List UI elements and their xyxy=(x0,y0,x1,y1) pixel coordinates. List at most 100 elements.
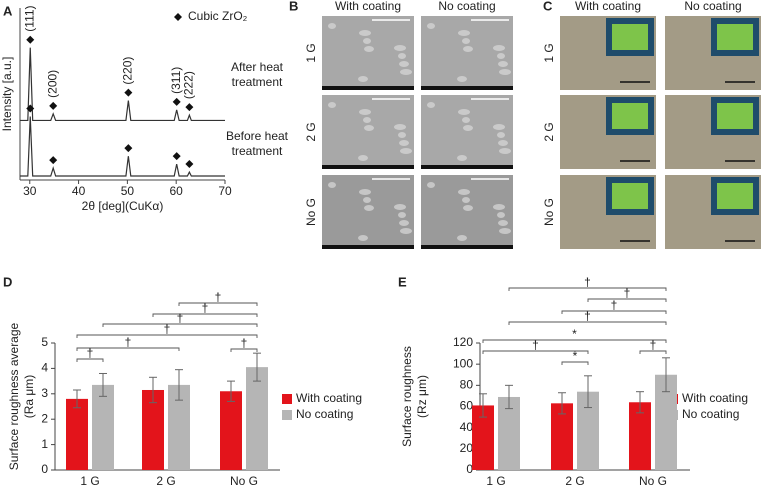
significance-bracket xyxy=(482,339,667,343)
surface-feature xyxy=(457,155,467,161)
significance-label: * xyxy=(573,349,578,363)
peak-marker xyxy=(172,97,181,106)
sem-image xyxy=(421,16,513,90)
x-tick-label: No G xyxy=(639,474,667,488)
significance-label: † xyxy=(624,286,631,300)
peak-marker xyxy=(49,156,58,165)
significance-label: † xyxy=(177,311,184,325)
peak-marker xyxy=(172,152,181,161)
y-axis-label: Surface roughness average xyxy=(7,322,21,470)
y-tick-label: 100 xyxy=(453,356,473,370)
peak-label: (220) xyxy=(121,57,135,85)
significance-label: † xyxy=(215,290,222,304)
x-tick-label: No G xyxy=(230,474,258,488)
significance-bracket xyxy=(561,310,667,314)
surface-feature xyxy=(458,30,470,36)
surface-feature xyxy=(328,102,336,108)
significance-label: * xyxy=(572,327,577,341)
significance-bracket xyxy=(561,361,589,365)
surface-feature xyxy=(498,61,508,67)
bar xyxy=(551,403,573,470)
surface-feature xyxy=(364,125,374,131)
surface-feature xyxy=(359,30,371,36)
surface-feature xyxy=(363,117,371,123)
surface-feature xyxy=(493,45,505,51)
significance-bracket xyxy=(508,321,667,325)
panel-letter: D xyxy=(3,274,12,289)
significance-bracket xyxy=(482,350,589,354)
series-label: treatment xyxy=(232,75,283,89)
surface-feature xyxy=(363,197,371,203)
series-label: treatment xyxy=(232,144,283,158)
inset-map xyxy=(717,103,753,129)
significance-bracket xyxy=(152,313,258,317)
significance-label: † xyxy=(611,298,618,312)
inset-map xyxy=(717,24,753,50)
surface-feature xyxy=(363,38,371,44)
y-axis-label: (Ra μm) xyxy=(22,375,36,419)
surface-feature xyxy=(493,204,505,210)
bar xyxy=(92,384,114,470)
surface-feature xyxy=(399,220,409,226)
legend-label: No coating xyxy=(296,407,353,421)
surface-feature xyxy=(497,212,505,218)
surface-feature xyxy=(427,23,435,29)
peak-marker xyxy=(124,144,133,153)
bar xyxy=(498,396,520,470)
bar xyxy=(577,391,599,470)
inset-map xyxy=(717,183,753,209)
row-label: 1 G xyxy=(304,43,318,62)
legend-label: With coating xyxy=(296,391,362,405)
panel-letter: B xyxy=(289,0,298,13)
surface-feature xyxy=(457,235,467,241)
column-label: No coating xyxy=(438,0,495,13)
y-tick-label: 40 xyxy=(460,420,474,434)
surface-feature xyxy=(427,102,435,108)
peak-label: (311) xyxy=(169,67,183,94)
scale-strip xyxy=(421,86,513,90)
significance-bracket xyxy=(639,350,667,354)
surface-feature xyxy=(462,117,470,123)
significance-bracket xyxy=(508,287,667,291)
y-tick-label: 0 xyxy=(41,462,48,476)
bar xyxy=(220,391,242,470)
legend-label: Cubic ZrO₂ xyxy=(188,9,248,23)
bar xyxy=(142,389,164,470)
surface-feature xyxy=(493,124,505,130)
y-tick-label: 4 xyxy=(41,361,48,375)
y-axis-label: Surface roughness xyxy=(400,346,414,447)
panel-letter: C xyxy=(543,0,553,13)
surface-feature xyxy=(358,235,368,241)
surface-feature xyxy=(427,182,435,188)
bar xyxy=(168,384,190,470)
xrd-line xyxy=(20,47,225,122)
y-axis-label: (Rz μm) xyxy=(415,375,429,418)
surface-feature xyxy=(499,228,511,234)
peak-marker xyxy=(26,104,35,113)
row-label: 2 G xyxy=(542,122,556,141)
column-label: With coating xyxy=(335,0,401,13)
bar xyxy=(629,402,651,470)
surface-feature xyxy=(358,76,368,82)
sem-image xyxy=(421,175,513,249)
surface-feature xyxy=(498,140,508,146)
surface-feature xyxy=(398,212,406,218)
surface-feature xyxy=(328,23,336,29)
surface-feature xyxy=(463,46,473,52)
sem-image xyxy=(421,95,513,169)
surface-feature xyxy=(394,204,406,210)
x-tick-label: 2 G xyxy=(156,474,175,488)
surface-feature xyxy=(359,109,371,115)
significance-bracket xyxy=(178,302,258,306)
y-tick-label: 80 xyxy=(460,378,474,392)
y-tick-label: 1 xyxy=(41,437,48,451)
peak-label: (111) xyxy=(22,5,36,31)
surface-feature xyxy=(497,132,505,138)
scale-strip xyxy=(421,165,513,169)
surface-feature xyxy=(463,125,473,131)
sem-image xyxy=(322,95,414,169)
xrd-line xyxy=(20,116,225,177)
x-tick-label: 60 xyxy=(170,184,184,198)
scale-strip xyxy=(322,245,414,249)
